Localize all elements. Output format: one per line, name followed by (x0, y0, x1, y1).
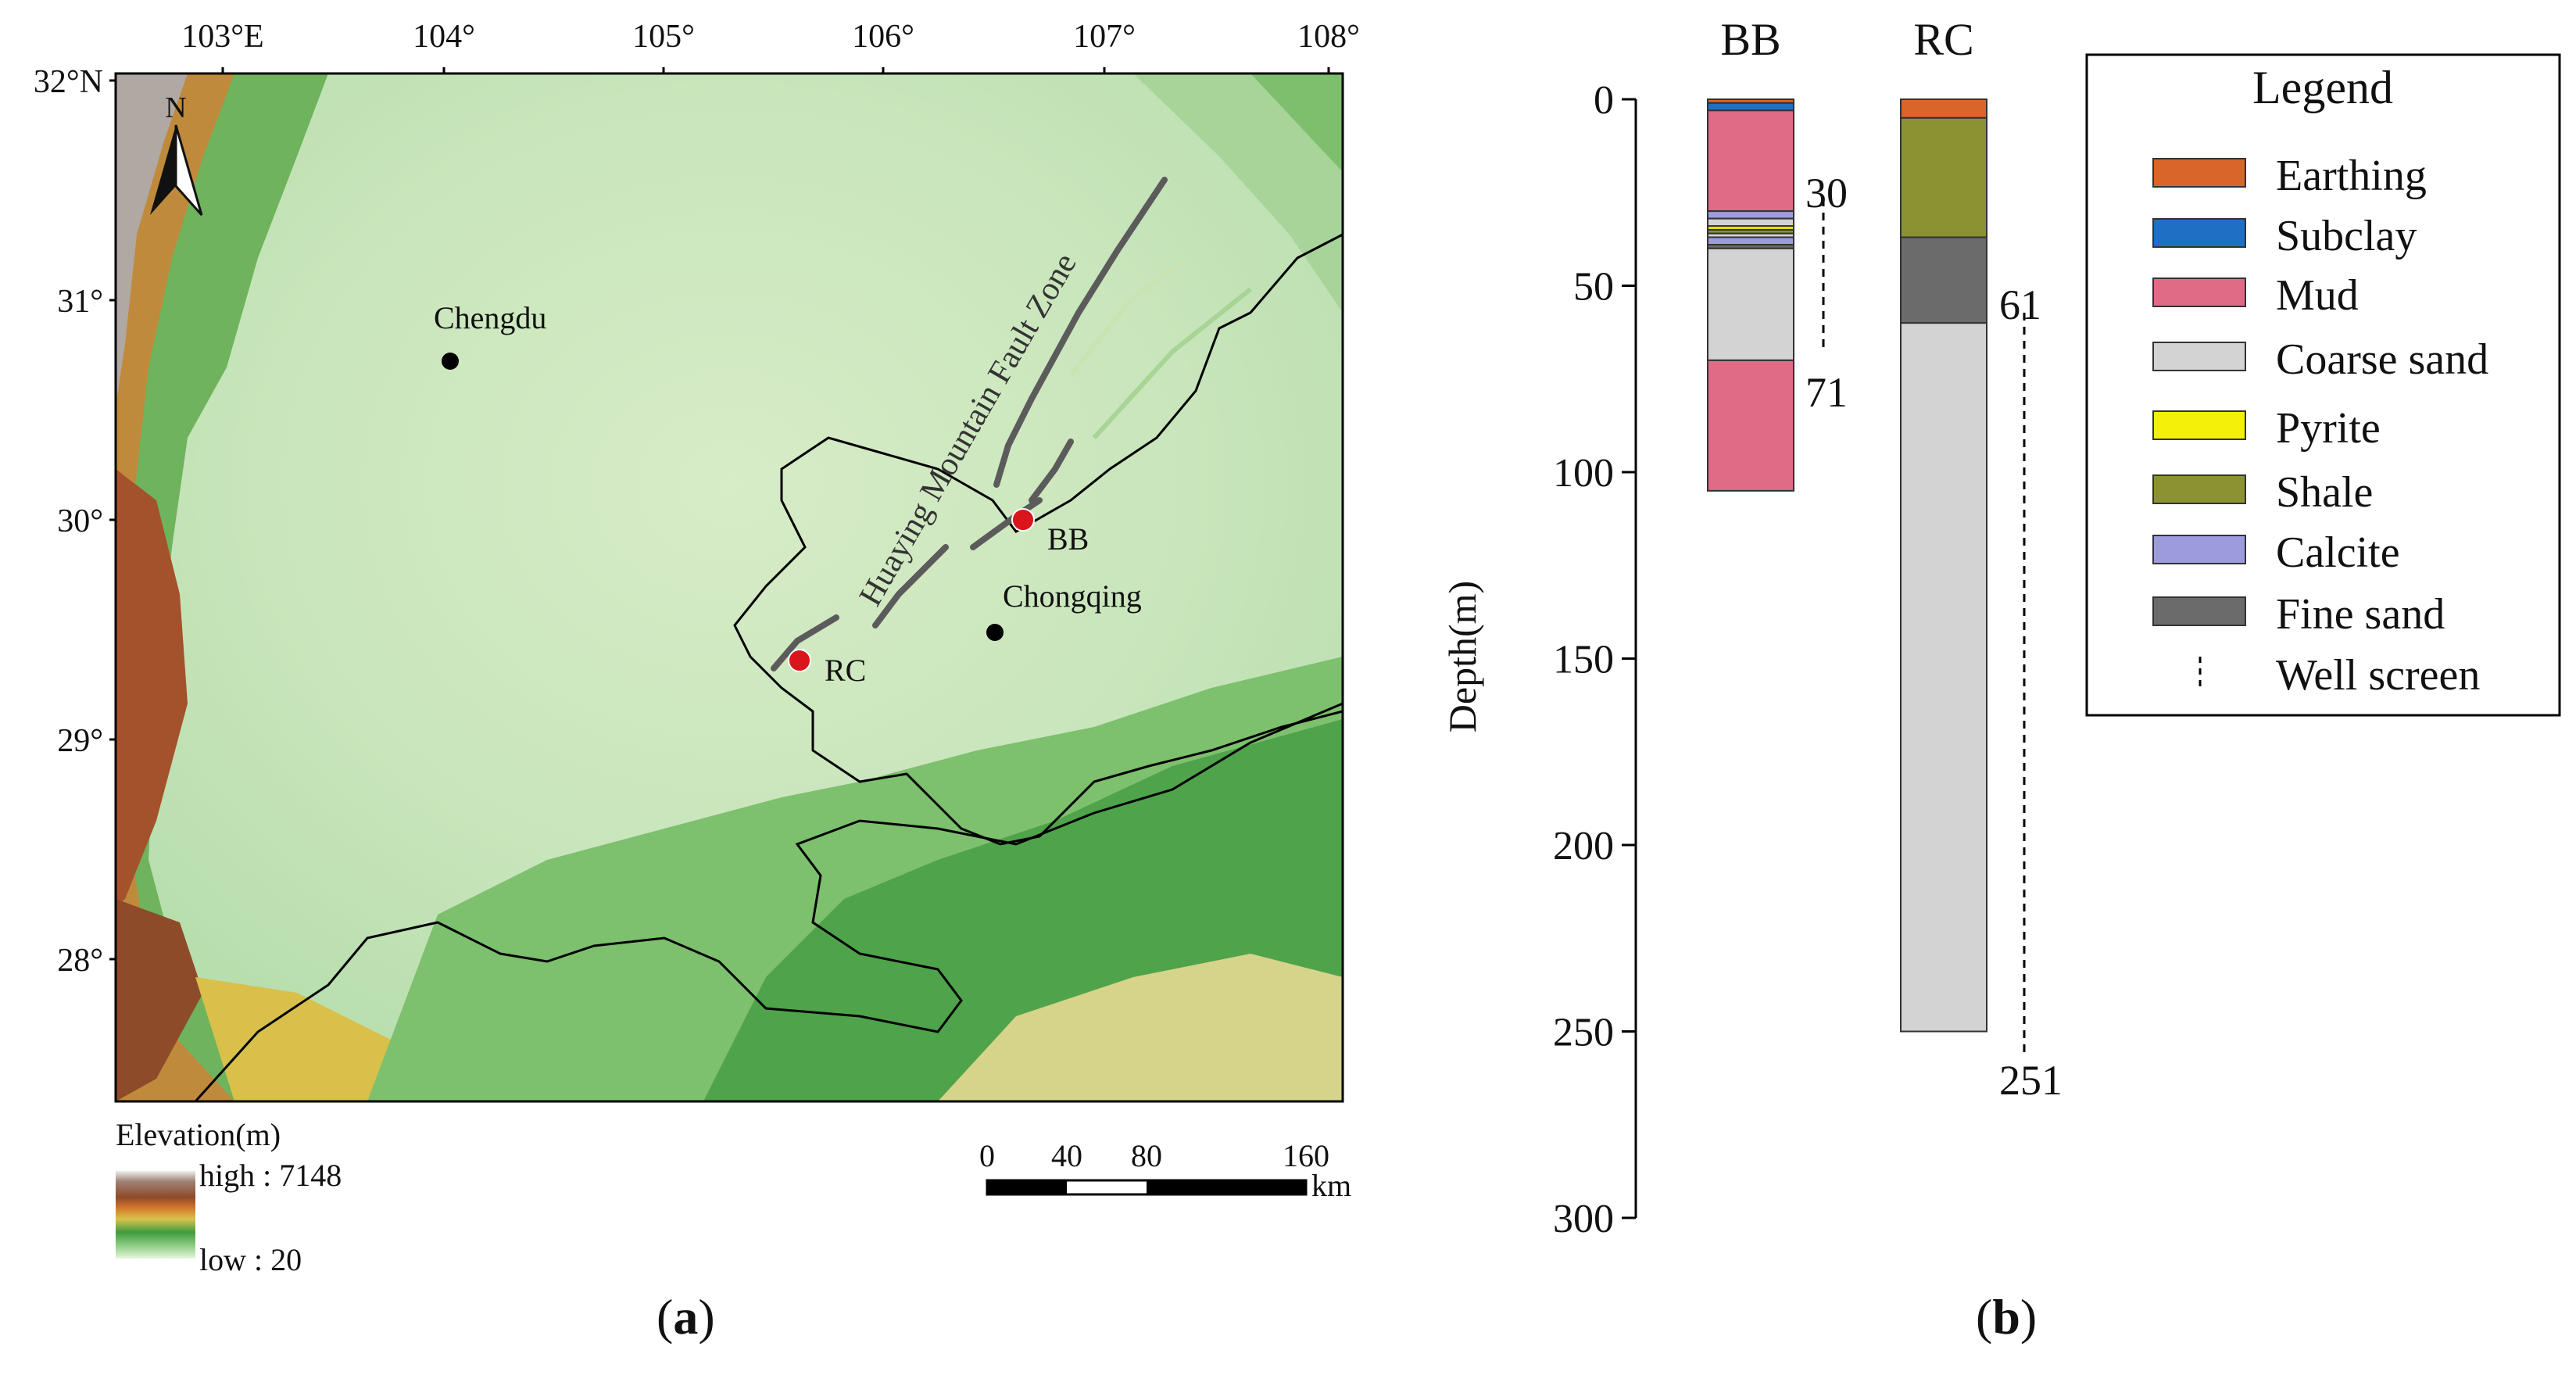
north-arrow-icon: N (150, 91, 203, 216)
legend-label: Shale (2276, 468, 2373, 517)
elevation-low-label: low : 20 (199, 1242, 302, 1277)
lon-ticks (221, 67, 1330, 73)
legend-label: Fine sand (2276, 590, 2445, 639)
map-frame (114, 72, 1344, 1103)
well-column-title-bb: BB (1720, 14, 1780, 65)
lithology-layer (1707, 217, 1794, 227)
well-marker-bb (1011, 508, 1035, 532)
legend-swatch (2152, 342, 2246, 371)
scale-tick-40: 40 (1051, 1138, 1082, 1173)
city-label-chongqing: Chongqing (1003, 578, 1142, 614)
terrain (116, 73, 1343, 1101)
depth-tick-label: 200 (1553, 824, 1614, 868)
well-column-bb (1707, 98, 1794, 492)
scale-bar: 0 40 80 160 km (979, 1138, 1351, 1203)
lithology-layer (1900, 322, 1987, 1033)
lat-label: 30° (57, 503, 103, 539)
well-label-rc: RC (825, 653, 866, 688)
lon-label: 106° (852, 19, 914, 55)
elevation-title: Elevation(m) (116, 1117, 281, 1152)
depth-tick-label: 50 (1573, 265, 1614, 310)
lithology-layer (1707, 236, 1794, 246)
city-label-chengdu: Chengdu (434, 300, 546, 335)
well-label-bb: BB (1047, 521, 1089, 557)
depth-axis: 0 50 100 150 200 250 300 Depth(m) (1440, 78, 1637, 1241)
lat-ticks (109, 79, 116, 961)
legend-swatch (2152, 218, 2246, 248)
lat-label: 28° (57, 943, 103, 979)
lon-label: 108° (1297, 19, 1360, 55)
legend-label: Calcite (2276, 528, 2400, 577)
legend-label: Earthing (2276, 152, 2427, 200)
lithology-layer (1900, 236, 1987, 324)
city-dot-chongqing (986, 624, 1004, 641)
lat-label: 32°N (34, 64, 103, 100)
lithology-layer (1707, 359, 1794, 492)
screen-label-bb-bottom: 71 (1805, 369, 1848, 416)
lithology-layer (1707, 109, 1794, 213)
lon-label: 107° (1073, 19, 1136, 55)
legend-label: Subclay (2276, 212, 2417, 260)
well-column-rc (1900, 98, 1987, 1033)
lat-label: 29° (57, 723, 103, 759)
panel-label-a: (a) (657, 1289, 715, 1345)
elevation-high-label: high : 7148 (199, 1158, 342, 1193)
lat-label: 31° (57, 284, 103, 320)
north-label: N (165, 91, 186, 124)
legend-swatch (2152, 535, 2246, 564)
legend-label: Coarse sand (2276, 335, 2488, 384)
lon-label: 103°E (181, 19, 263, 55)
legend-swatch (2152, 158, 2246, 188)
well-column-title-rc: RC (1913, 14, 1973, 65)
well-marker-rc (788, 649, 811, 672)
screen-label-rc-top: 61 (1999, 281, 2041, 328)
screen-label-rc-bottom: 251 (1999, 1057, 2063, 1104)
depth-tick-label: 0 (1594, 78, 1614, 123)
lithology-layer (1900, 116, 1987, 238)
legend-swatch (2152, 278, 2246, 307)
fault-lines (771, 177, 1168, 671)
scale-tick-0: 0 (979, 1138, 995, 1173)
depth-tick-label: 250 (1553, 1011, 1614, 1055)
legend-swatch (2152, 474, 2246, 504)
map-panel: 103°E 104° 105° 106° 107° 108° 32°N 31° … (34, 19, 1360, 1277)
scale-unit: km (1311, 1168, 1351, 1203)
depth-axis-title: Depth(m) (1440, 581, 1484, 732)
legend-screen-label: Well screen (2276, 651, 2480, 700)
scale-tick-80: 80 (1131, 1138, 1162, 1173)
legend-label: Pyrite (2276, 404, 2381, 453)
city-dot-chengdu (442, 353, 459, 370)
panel-label-b: (b) (1976, 1289, 2038, 1345)
lon-label: 105° (632, 19, 695, 55)
lithology-layer (1900, 98, 1987, 119)
depth-tick-label: 300 (1553, 1197, 1614, 1241)
screen-label-bb-top: 30 (1805, 170, 1848, 217)
elevation-colorbar (116, 1171, 195, 1259)
depth-tick-label: 150 (1553, 638, 1614, 682)
lithology-layer (1707, 102, 1794, 112)
scale-tick-160: 160 (1283, 1138, 1329, 1173)
lithology-legend: Legend Earthing Subclay Mud Coarse sand Pyri… (2085, 53, 2561, 717)
legend-swatch (2152, 410, 2246, 440)
lithology-layer (1707, 247, 1794, 361)
legend-swatch (2152, 596, 2246, 626)
depth-tick-label: 100 (1553, 451, 1614, 496)
legend-label: Mud (2276, 271, 2359, 320)
lon-label: 104° (413, 19, 475, 55)
legend-title: Legend (2252, 62, 2393, 113)
lithology-layer (1707, 210, 1794, 220)
southern-boundary (194, 702, 1343, 1101)
